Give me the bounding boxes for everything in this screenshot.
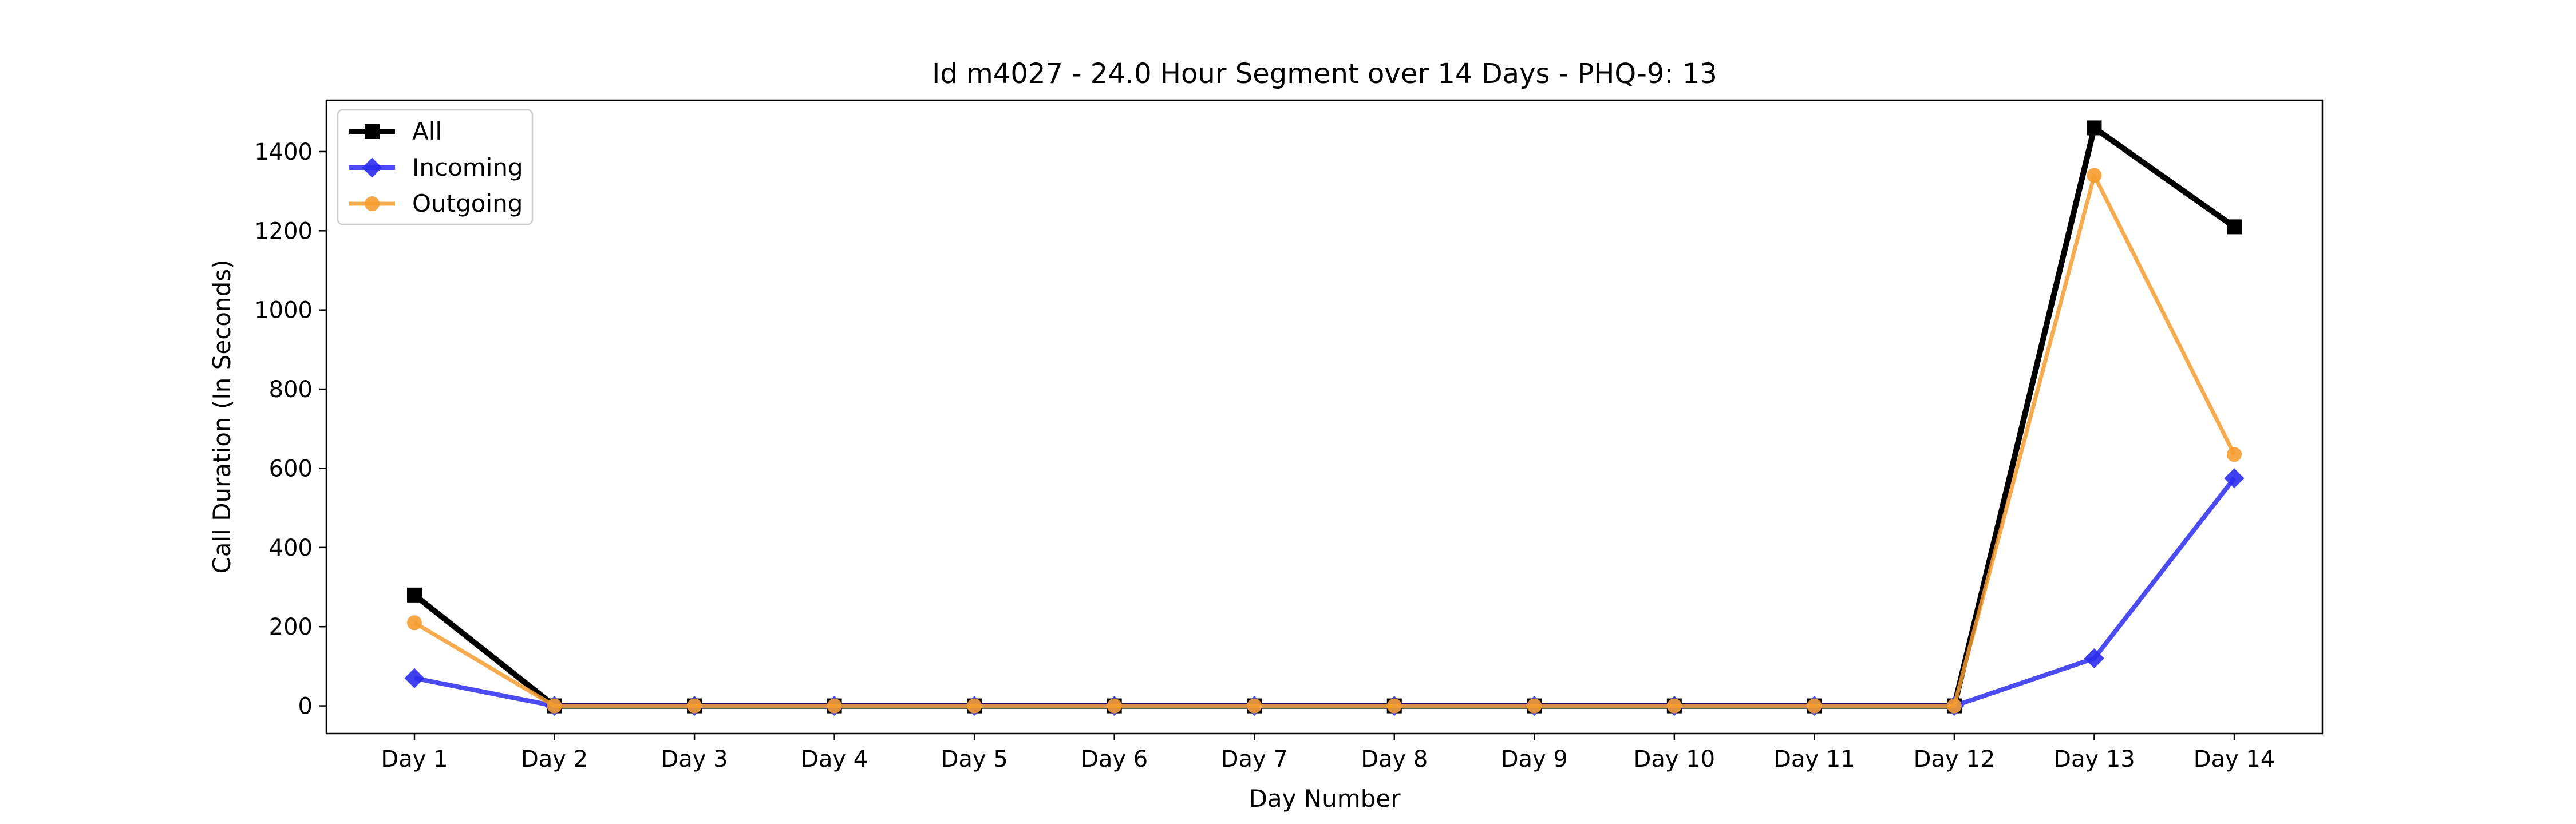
x-tick-label: Day 14 <box>2194 746 2275 772</box>
data-point-incoming <box>2084 648 2104 669</box>
data-point-outgoing <box>1386 698 1402 714</box>
y-tick-label: 1200 <box>254 218 313 244</box>
legend-item-incoming: Incoming <box>349 153 523 181</box>
x-tick-label: Day 11 <box>1773 746 1855 772</box>
x-tick-label: Day 5 <box>941 746 1008 772</box>
series-all <box>407 120 2242 714</box>
x-tick-label: Day 6 <box>1081 746 1148 772</box>
legend-swatch-marker <box>362 157 382 178</box>
legend-item-all: All <box>349 117 442 145</box>
data-point-outgoing <box>967 698 982 714</box>
data-point-outgoing <box>1247 698 1262 714</box>
series-line-outgoing <box>413 173 2237 708</box>
data-point-outgoing <box>827 698 842 714</box>
x-tick-label: Day 12 <box>1914 746 1996 772</box>
plot-area <box>404 120 2245 716</box>
chart-title: Id m4027 - 24.0 Hour Segment over 14 Day… <box>932 58 1717 90</box>
axes: Day 1 Day 2 Day 3 Day 4 Day 5 Day 6 Day 7 Day 8… <box>254 99 2324 772</box>
y-tick-label: 600 <box>269 455 313 482</box>
y-tick-label: 800 <box>269 377 313 403</box>
legend-box <box>337 109 534 225</box>
y-tick-label: 1400 <box>254 139 313 165</box>
legend-swatch-marker <box>365 124 380 139</box>
x-tick-label: Day 10 <box>1634 746 1716 772</box>
x-axis-label: Day Number <box>1249 785 1401 813</box>
y-axis-label: Call Duration (In Seconds) <box>208 259 236 573</box>
x-tick-label: Day 2 <box>521 746 588 772</box>
legend-item-outgoing: Outgoing <box>349 189 523 217</box>
x-tick-label: Day 7 <box>1221 746 1288 772</box>
data-point-all <box>2087 120 2102 136</box>
data-point-outgoing <box>1666 698 1682 714</box>
x-tick-label: Day 9 <box>1501 746 1568 772</box>
y-tick-label: 200 <box>269 614 313 640</box>
data-point-outgoing <box>1946 698 1962 714</box>
series-outgoing <box>407 168 2242 714</box>
data-point-outgoing <box>1107 698 1122 714</box>
y-tick-label: 0 <box>298 694 313 720</box>
data-point-incoming <box>404 668 425 688</box>
series-line-all <box>412 125 2236 709</box>
series-incoming <box>404 468 2245 716</box>
x-tick-label: Day 4 <box>801 746 868 772</box>
legend-label: Outgoing <box>412 189 523 217</box>
data-point-outgoing <box>1807 698 1822 714</box>
data-point-outgoing <box>2087 168 2102 183</box>
plot-frame <box>325 99 2324 735</box>
x-tick-label: Day 3 <box>661 746 728 772</box>
data-point-outgoing <box>2227 447 2242 462</box>
legend-label: Incoming <box>412 153 523 181</box>
data-point-outgoing <box>1527 698 1542 714</box>
legend-label: All <box>412 117 442 145</box>
data-point-outgoing <box>407 615 422 631</box>
data-point-incoming <box>2224 468 2245 489</box>
y-tick-label: 400 <box>269 535 313 561</box>
data-point-all <box>2227 219 2242 235</box>
y-tick-label: 1000 <box>254 298 313 324</box>
legend: All Incoming Outgoing <box>337 109 534 225</box>
data-point-outgoing <box>687 698 702 714</box>
data-point-all <box>407 587 422 603</box>
x-tick-label: Day 8 <box>1361 746 1428 772</box>
x-tick-label: Day 1 <box>381 746 448 772</box>
legend-swatch-marker <box>365 196 380 211</box>
data-point-outgoing <box>547 698 562 714</box>
x-tick-label: Day 13 <box>2053 746 2135 772</box>
